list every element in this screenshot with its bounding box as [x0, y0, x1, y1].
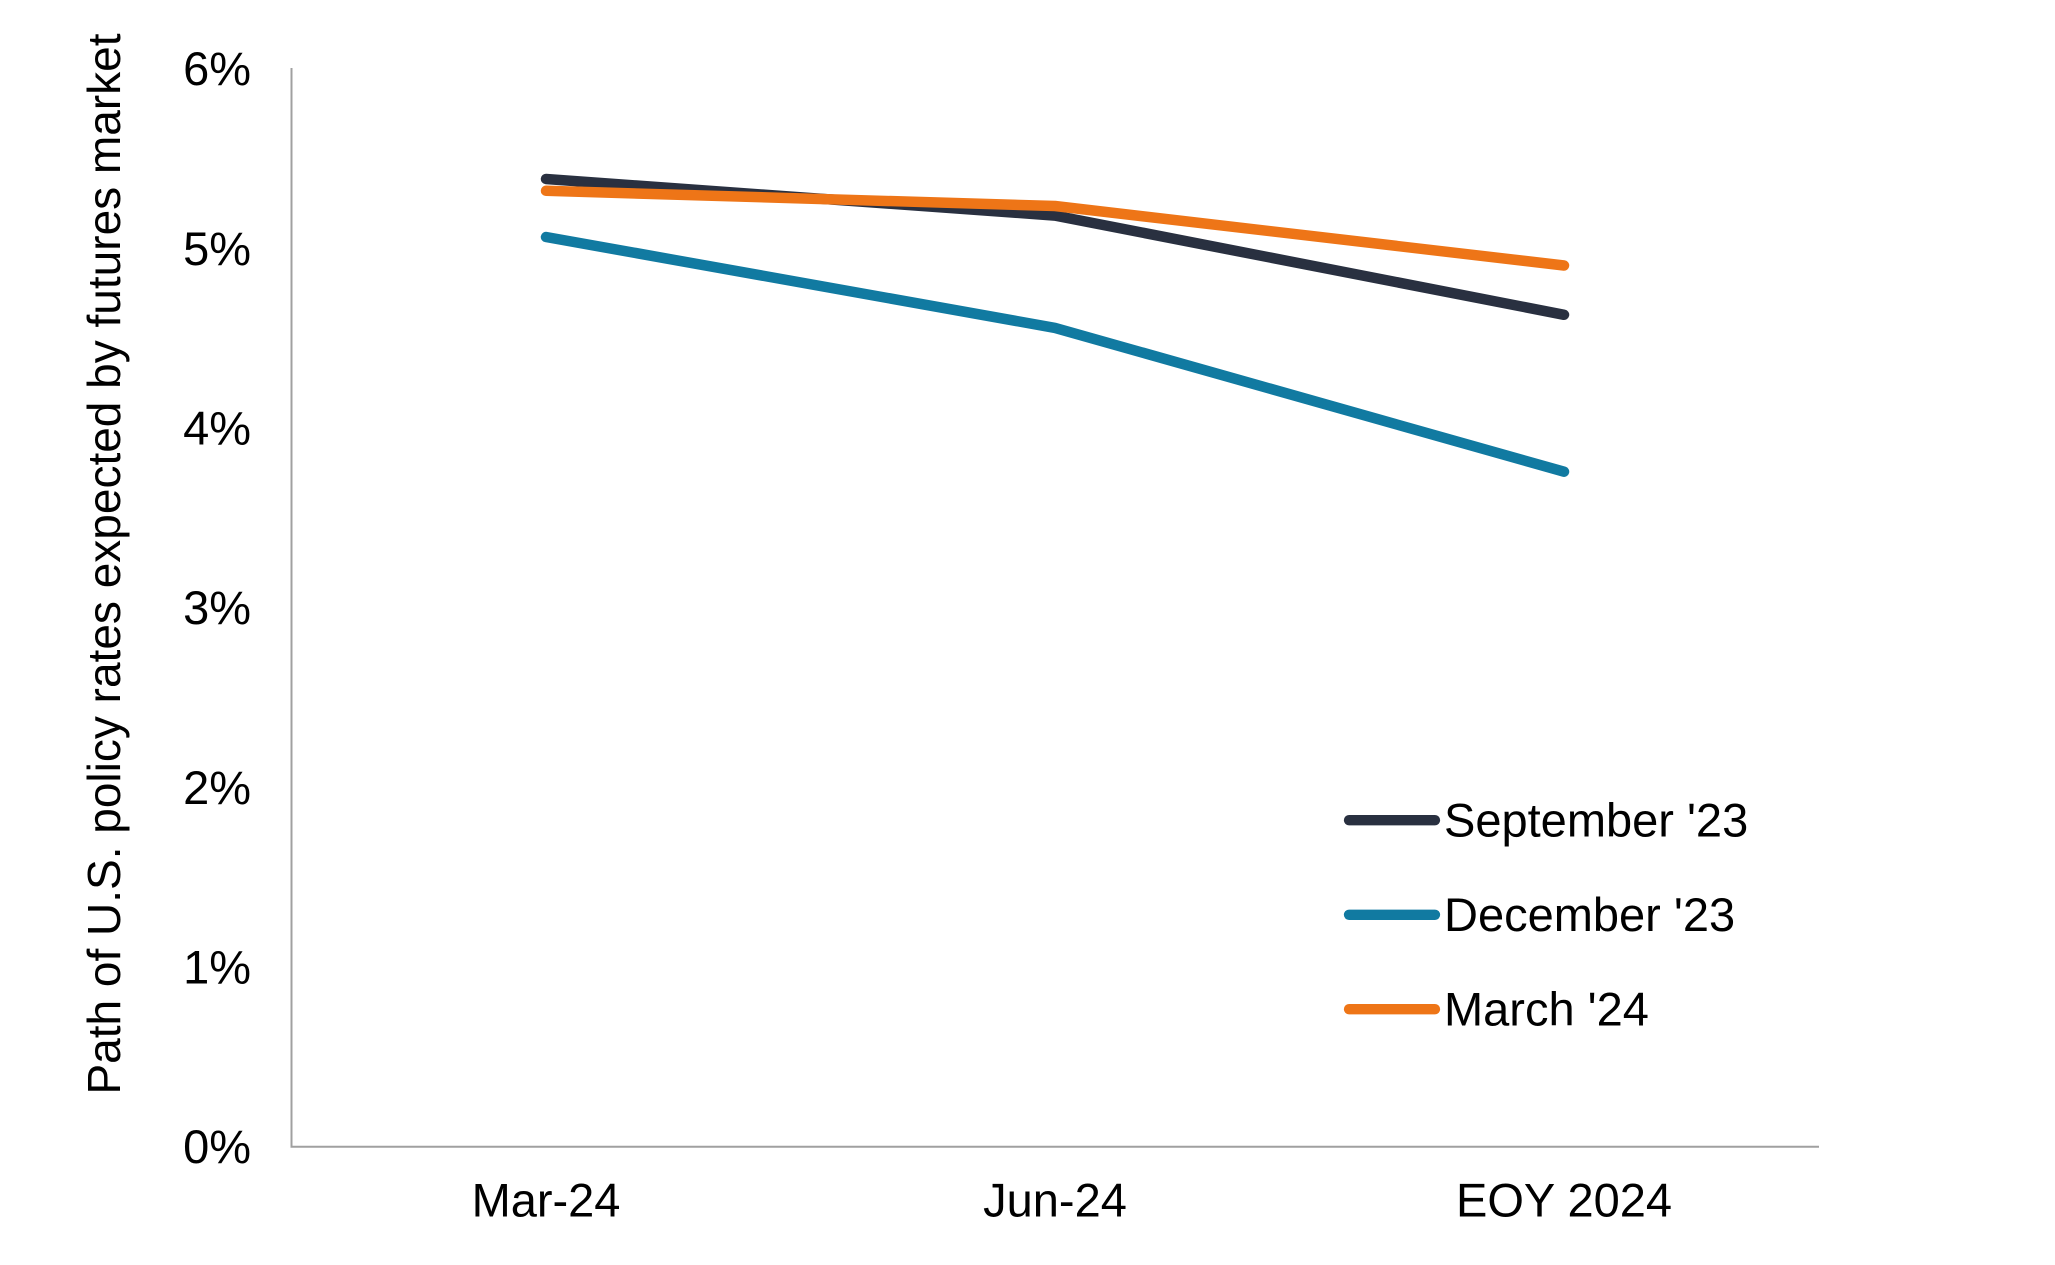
svg-text:Path of U.S. policy rates expe: Path of U.S. policy rates expected by fu…: [78, 33, 130, 1094]
svg-text:2%: 2%: [183, 761, 251, 814]
svg-text:EOY 2024: EOY 2024: [1456, 1174, 1672, 1227]
svg-text:September '23: September '23: [1444, 793, 1748, 846]
svg-text:Jun-24: Jun-24: [983, 1174, 1127, 1227]
svg-text:March '24: March '24: [1444, 982, 1649, 1035]
svg-text:Mar-24: Mar-24: [472, 1174, 621, 1227]
svg-text:6%: 6%: [183, 42, 251, 95]
svg-text:4%: 4%: [183, 402, 251, 455]
svg-text:5%: 5%: [183, 222, 251, 275]
svg-text:1%: 1%: [183, 941, 251, 994]
svg-text:0%: 0%: [183, 1120, 251, 1173]
svg-text:December '23: December '23: [1444, 888, 1735, 941]
svg-text:3%: 3%: [183, 581, 251, 634]
